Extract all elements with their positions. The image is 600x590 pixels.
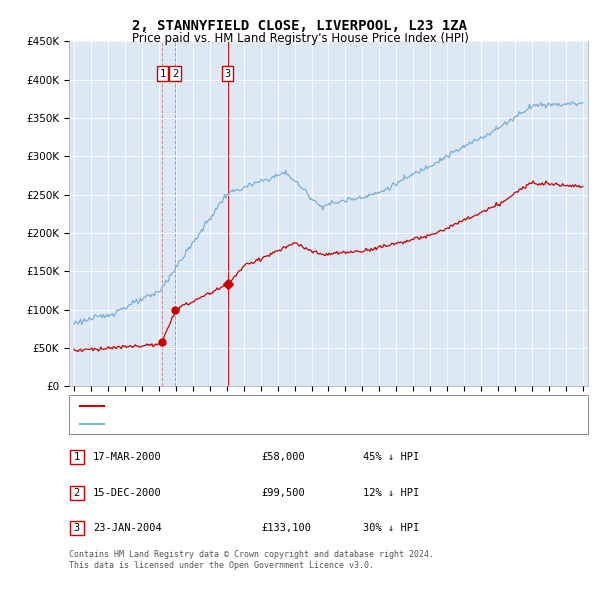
Text: £133,100: £133,100 [261, 523, 311, 533]
Text: 15-DEC-2000: 15-DEC-2000 [93, 488, 162, 497]
Text: Contains HM Land Registry data © Crown copyright and database right 2024.: Contains HM Land Registry data © Crown c… [69, 550, 434, 559]
Text: £99,500: £99,500 [261, 488, 305, 497]
Text: 30% ↓ HPI: 30% ↓ HPI [363, 523, 419, 533]
Text: HPI: Average price, detached house, Sefton: HPI: Average price, detached house, Seft… [108, 419, 355, 429]
Text: 12% ↓ HPI: 12% ↓ HPI [363, 488, 419, 497]
Text: 1: 1 [160, 68, 166, 78]
Text: 2, STANNYFIELD CLOSE, LIVERPOOL, L23 1ZA: 2, STANNYFIELD CLOSE, LIVERPOOL, L23 1ZA [133, 19, 467, 33]
Text: 1: 1 [74, 453, 80, 462]
Text: This data is licensed under the Open Government Licence v3.0.: This data is licensed under the Open Gov… [69, 561, 374, 570]
Text: 23-JAN-2004: 23-JAN-2004 [93, 523, 162, 533]
Text: 3: 3 [74, 523, 80, 533]
Text: 45% ↓ HPI: 45% ↓ HPI [363, 453, 419, 462]
Text: Price paid vs. HM Land Registry's House Price Index (HPI): Price paid vs. HM Land Registry's House … [131, 32, 469, 45]
Text: 2: 2 [74, 488, 80, 497]
Text: £58,000: £58,000 [261, 453, 305, 462]
Text: 3: 3 [224, 68, 231, 78]
Text: 2: 2 [172, 68, 178, 78]
Text: 2, STANNYFIELD CLOSE, LIVERPOOL, L23 1ZA (detached house): 2, STANNYFIELD CLOSE, LIVERPOOL, L23 1ZA… [108, 401, 443, 411]
Text: 17-MAR-2000: 17-MAR-2000 [93, 453, 162, 462]
